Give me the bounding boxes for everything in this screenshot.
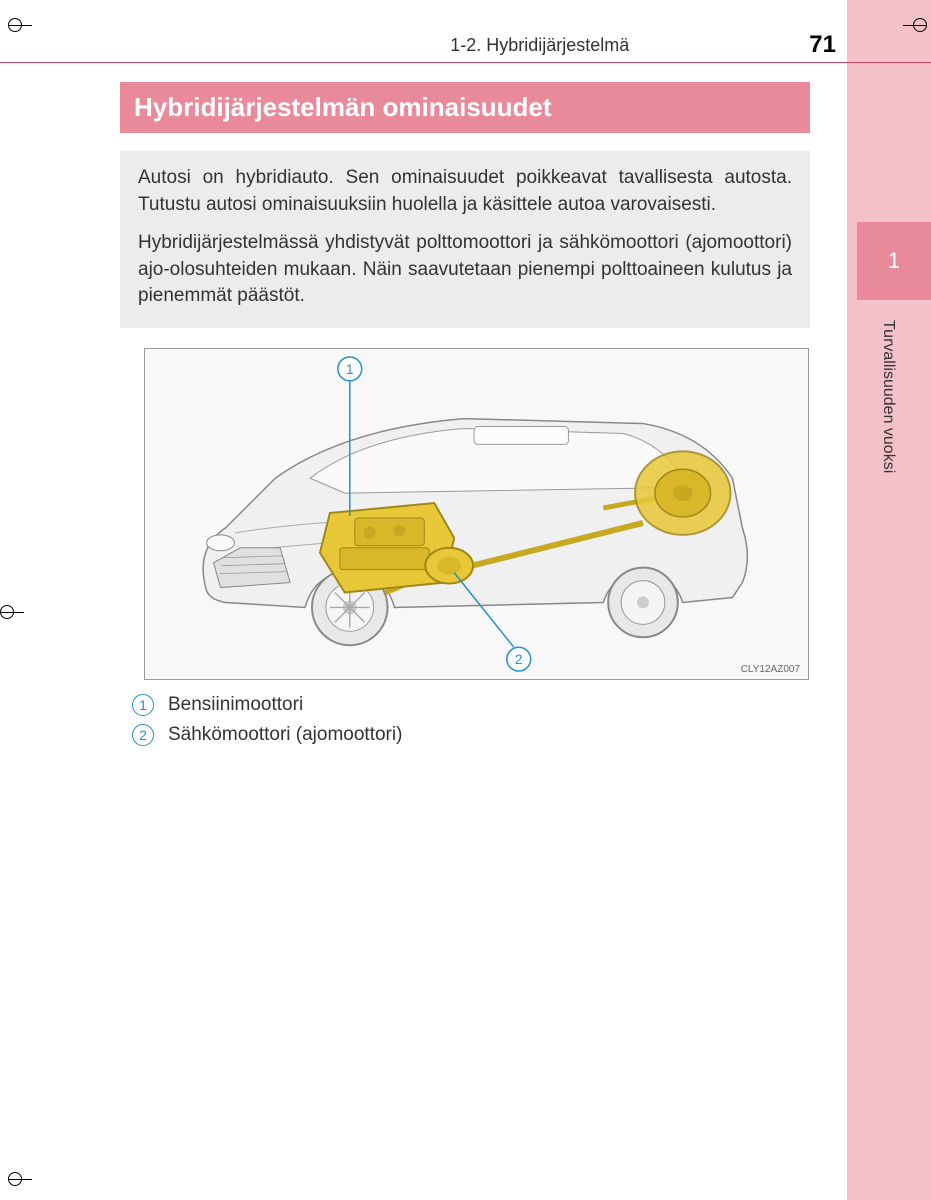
intro-paragraph-1: Autosi on hybridiauto. Sen ominaisuudet … [138,165,792,218]
diagram-code: CLY12AZ007 [741,664,800,675]
svg-text:1: 1 [346,361,354,377]
chapter-number: 1 [888,248,900,274]
section-label: 1-2. Hybridijärjestelmä [450,35,629,56]
page-header: 1-2. Hybridijärjestelmä 71 [0,30,931,60]
registration-mark-icon [8,18,32,42]
diagram-legend: 1 Bensiinimoottori 2 Sähkömoottori (ajom… [132,694,810,746]
legend-label-1: Bensiinimoottori [168,694,303,716]
legend-item-2: 2 Sähkömoottori (ajomoottori) [132,724,810,746]
rear-wheel-highlight [635,451,730,534]
legend-item-1: 1 Bensiinimoottori [132,694,810,716]
legend-circle-1: 1 [132,694,154,716]
header-divider [0,62,931,63]
svg-text:2: 2 [515,651,523,667]
registration-mark-icon [0,605,24,629]
chapter-tab: 1 [857,222,931,300]
registration-mark-icon [8,1172,32,1196]
registration-mark-icon [903,18,927,42]
intro-paragraph-2: Hybridijärjestelmässä yhdistyvät polttom… [138,230,792,310]
legend-label-2: Sähkömoottori (ajomoottori) [168,724,402,746]
sidebar-vertical-text: Turvallisuuden vuoksi [879,320,897,473]
section-title: Hybridijärjestelmän ominaisuudet [134,92,552,122]
intro-box: Autosi on hybridiauto. Sen ominaisuudet … [120,151,810,328]
page-container: 1 Turvallisuuden vuoksi 1-2. Hybridijärj… [0,0,931,1200]
page-number: 71 [809,31,836,59]
rear-wheel [608,568,678,638]
section-title-bar: Hybridijärjestelmän ominaisuudet [120,82,810,133]
legend-circle-2: 2 [132,724,154,746]
content-area: Hybridijärjestelmän ominaisuudet Autosi … [120,82,810,754]
pink-sidebar [847,0,931,1200]
car-diagram: 1 2 CLY12AZ007 [144,348,809,680]
car-illustration: 1 2 [145,349,808,679]
